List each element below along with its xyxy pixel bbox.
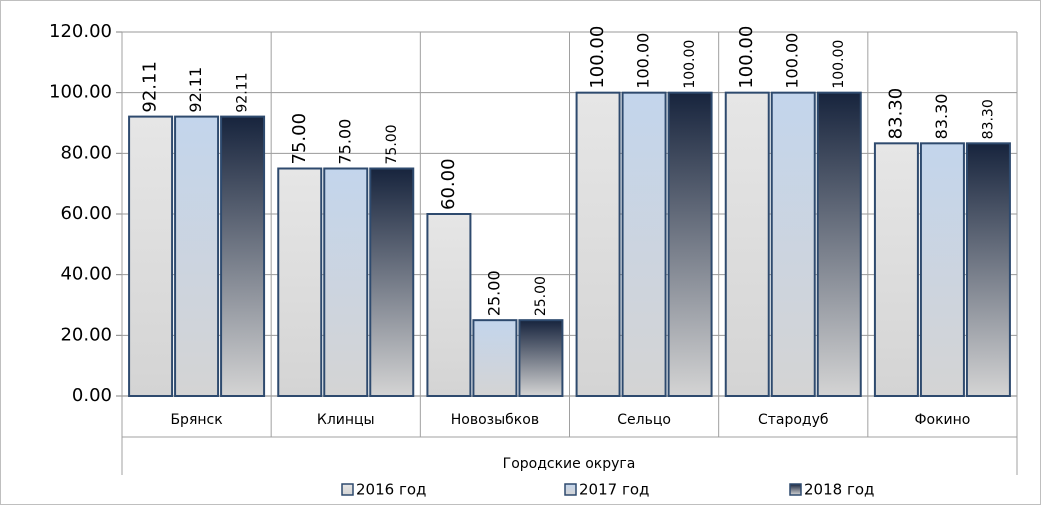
bar [323,167,369,397]
bar [472,319,518,397]
y-tick-label: 100.00 [49,82,112,103]
bar [724,91,770,398]
x-tick-label: Клинцы [317,412,375,428]
bar [919,142,965,397]
bar [174,115,220,397]
value-label: 75.00 [384,124,400,164]
x-tick-label: Сельцо [617,412,671,428]
value-label: 83.30 [980,99,996,139]
value-label: 100.00 [736,26,757,89]
bar [965,142,1011,397]
value-label: 92.11 [235,73,251,113]
bar [816,91,862,398]
x-tick-label: Брянск [170,412,222,428]
x-tick-label: Стародуб [758,412,829,428]
bar [770,91,816,398]
value-label: 100.00 [831,40,847,89]
legend-swatch [341,483,354,496]
bar [426,213,472,397]
bar [873,142,919,397]
value-label: 92.11 [186,67,205,113]
y-tick-label: 60.00 [60,203,112,224]
y-tick-label: 120.00 [49,21,112,42]
legend-label: 2018 год [804,481,874,499]
bar [667,91,713,398]
value-label: 83.30 [932,94,951,140]
value-label: 100.00 [634,33,653,89]
bar [518,319,564,397]
value-label: 100.00 [587,26,608,89]
legend-swatch [564,483,577,496]
value-label: 75.00 [335,119,354,165]
legend-label: 2017 год [579,481,649,499]
bar [369,167,415,397]
x-tick-label: Новозыбков [451,412,539,428]
y-tick-label: 20.00 [60,324,112,345]
value-label: 25.00 [533,276,549,316]
value-label: 75.00 [289,113,310,165]
y-tick-label: 0.00 [72,385,112,406]
y-tick-label: 40.00 [60,264,112,285]
bar [621,91,667,398]
bar [128,115,174,397]
x-axis-title: Городские округа [503,456,636,472]
value-label: 92.11 [140,61,161,113]
value-label: 60.00 [438,158,459,210]
legend-swatch [789,483,802,496]
y-tick-label: 80.00 [60,142,112,163]
value-label: 100.00 [682,40,698,89]
x-tick-label: Фокино [914,412,970,428]
bar [277,167,323,397]
value-label: 100.00 [783,33,802,89]
legend-label: 2016 год [356,481,426,499]
bar [220,115,266,397]
value-label: 25.00 [484,270,503,316]
bar [575,91,621,398]
value-label: 83.30 [885,88,906,140]
